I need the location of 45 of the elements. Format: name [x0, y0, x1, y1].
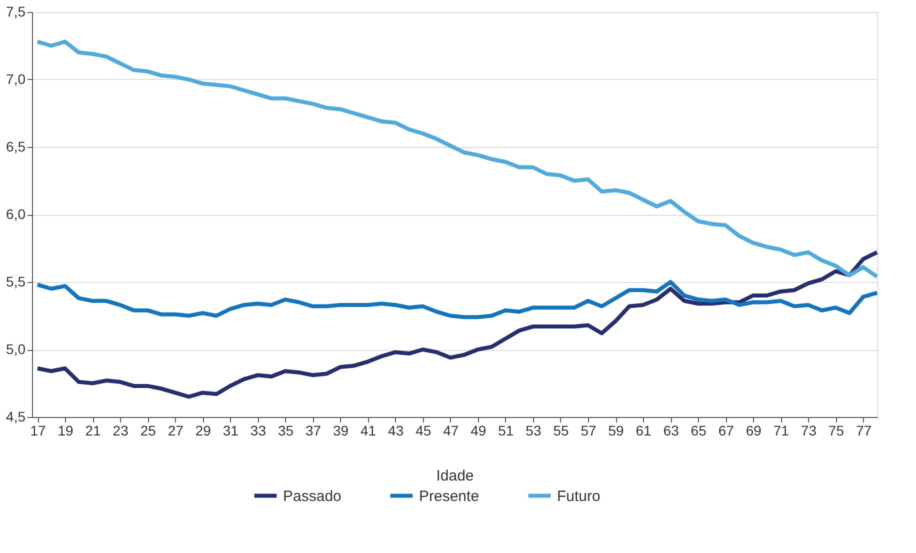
- y-tick-label: 6,5: [6, 138, 26, 154]
- line-series: [36, 280, 879, 320]
- legend-label: Presente: [419, 488, 480, 505]
- y-tick-label: 7,5: [6, 4, 26, 20]
- x-tick-label: 33: [250, 422, 266, 438]
- line-series: [36, 250, 879, 399]
- x-tick-label: 29: [195, 422, 212, 438]
- x-tick-label: 39: [332, 422, 349, 438]
- x-tick-label: 35: [278, 422, 294, 438]
- y-tick-label: 5,0: [6, 341, 26, 357]
- x-tick-label: 53: [526, 422, 542, 438]
- x-tick-label: 23: [112, 422, 129, 438]
- x-tick-label: 69: [746, 422, 762, 438]
- x-tick-label: 71: [773, 422, 790, 438]
- x-axis-title: Idade: [436, 468, 474, 484]
- x-tick-label: 65: [690, 422, 707, 438]
- x-tick-label: 25: [140, 422, 156, 438]
- line-series: [36, 40, 879, 279]
- x-tick-label: 17: [30, 422, 46, 438]
- y-tick-label: 5,5: [6, 274, 26, 290]
- x-tick-label: 31: [222, 422, 239, 438]
- x-tick-label: 49: [470, 422, 486, 438]
- x-tick-label: 57: [580, 422, 596, 438]
- x-tick-label: 59: [608, 422, 624, 438]
- legend-label: Passado: [283, 488, 342, 505]
- x-tick-label: 77: [856, 422, 872, 438]
- legend-label: Futuro: [557, 488, 600, 505]
- x-tick-label: 45: [416, 422, 432, 438]
- x-tick-label: 27: [168, 422, 184, 438]
- x-tick-label: 55: [553, 422, 569, 438]
- x-tick-label: 51: [498, 422, 514, 438]
- x-tick-label: 21: [85, 422, 102, 438]
- x-tick-label: 63: [663, 422, 680, 438]
- y-tick-label: 4,5: [6, 408, 26, 424]
- y-tick-label: 7,0: [6, 71, 26, 87]
- x-tick-label: 19: [58, 422, 74, 438]
- y-tick-label: 6,0: [6, 206, 26, 222]
- x-tick-label: 41: [360, 422, 376, 438]
- x-tick-label: 43: [388, 422, 404, 438]
- x-tick-label: 61: [636, 422, 652, 438]
- x-tick-label: 73: [800, 422, 817, 438]
- x-tick-label: 67: [718, 422, 734, 438]
- x-tick-label: 47: [443, 422, 459, 438]
- x-tick-label: 37: [305, 422, 322, 438]
- x-tick-label: 75: [828, 422, 844, 438]
